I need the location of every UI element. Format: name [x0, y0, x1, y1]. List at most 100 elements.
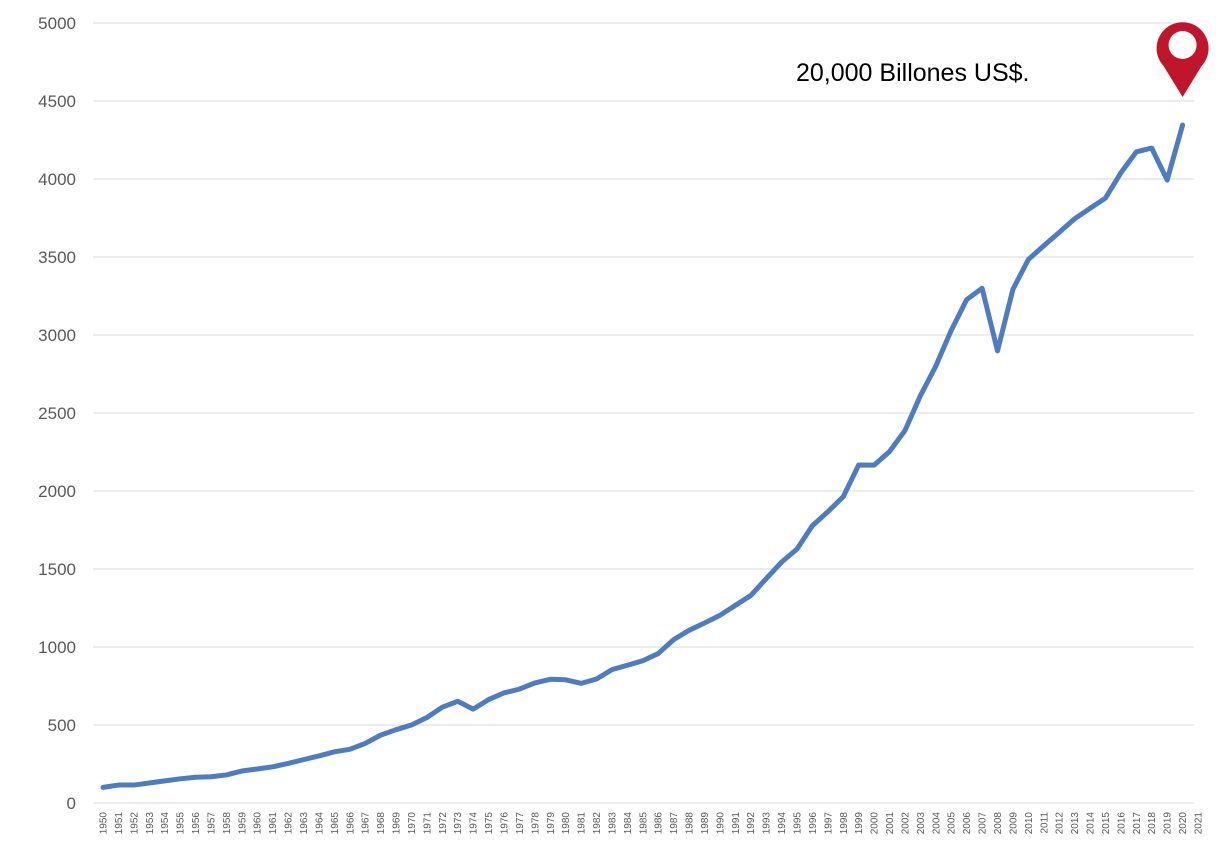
x-tick-label: 1977	[515, 812, 526, 835]
data-point	[702, 621, 706, 625]
x-tick-label: 1963	[299, 812, 310, 835]
map-pin-icon	[1156, 22, 1209, 98]
series-line	[100, 122, 1186, 790]
data-point	[502, 691, 506, 695]
data-point	[209, 775, 213, 779]
x-tick-label: 2009	[1008, 812, 1019, 835]
x-tick-label: 2013	[1070, 812, 1081, 835]
data-point	[841, 495, 845, 499]
x-tick-label: 1971	[422, 812, 433, 835]
y-tick-label: 1500	[38, 560, 76, 579]
x-tick-label: 1965	[330, 812, 341, 835]
data-point	[1042, 244, 1046, 248]
y-tick-label: 0	[67, 794, 76, 813]
y-tick-label: 500	[48, 716, 76, 735]
data-point	[425, 716, 429, 720]
data-point	[1073, 217, 1077, 221]
data-point	[1057, 230, 1061, 234]
x-tick-label: 1989	[700, 812, 711, 835]
y-tick-label: 2000	[38, 482, 76, 501]
data-point	[116, 783, 120, 787]
data-point	[903, 428, 907, 432]
data-point	[101, 785, 105, 789]
data-point	[564, 678, 568, 682]
data-point	[348, 747, 352, 751]
data-point	[918, 394, 922, 398]
data-point	[224, 773, 228, 777]
x-tick-label: 1970	[407, 812, 418, 835]
x-tick-label: 1986	[654, 812, 665, 835]
x-tick-label: 1975	[484, 812, 495, 835]
data-point	[132, 783, 136, 787]
data-point	[795, 547, 799, 551]
x-tick-label: 1957	[206, 812, 217, 835]
x-tick-label: 2002	[900, 812, 911, 835]
data-point	[764, 577, 768, 581]
x-tick-label: 1968	[376, 812, 387, 835]
x-tick-label: 1952	[129, 812, 140, 835]
data-point	[749, 594, 753, 598]
x-tick-label: 1990	[715, 812, 726, 835]
x-tick-label: 1953	[145, 812, 156, 835]
x-tick-label: 2000	[870, 812, 881, 835]
series	[100, 122, 1186, 790]
data-point	[687, 628, 691, 632]
x-tick-label: 1950	[99, 812, 110, 835]
data-point	[1026, 257, 1030, 261]
data-point	[826, 510, 830, 514]
y-tick-label: 3000	[38, 326, 76, 345]
x-tick-label: 1997	[823, 812, 834, 835]
data-point	[394, 728, 398, 732]
x-tick-label: 1978	[530, 812, 541, 835]
x-axis-ticks: 1950 1951 1952 1953 1954 1955 1956 1957 1958 1959…	[99, 812, 1205, 835]
data-point	[471, 707, 475, 711]
x-tick-label: 1958	[222, 812, 233, 835]
data-point	[780, 560, 784, 564]
data-point	[1134, 150, 1138, 154]
y-axis-ticks: 0 500 1000 1500 2000 2500 3000 3500 4000 4500 5000	[38, 14, 76, 813]
annotations: 20,000 Billones US$.	[796, 22, 1209, 98]
data-point	[1103, 196, 1107, 200]
y-tick-label: 3500	[38, 248, 76, 267]
x-tick-label: 1995	[793, 812, 804, 835]
data-point	[857, 463, 861, 467]
x-tick-label: 1994	[777, 812, 788, 835]
x-tick-label: 2016	[1116, 812, 1127, 835]
x-tick-label: 2017	[1132, 812, 1143, 835]
y-tick-label: 1000	[38, 638, 76, 657]
x-tick-label: 1998	[839, 812, 850, 835]
data-point	[440, 705, 444, 709]
data-point	[656, 652, 660, 656]
data-point	[718, 613, 722, 617]
x-tick-label: 1969	[392, 812, 403, 835]
data-point	[487, 698, 491, 702]
x-tick-label: 1979	[546, 812, 557, 835]
data-point	[533, 681, 537, 685]
data-point	[672, 638, 676, 642]
data-point	[965, 298, 969, 302]
map-pin-hole	[1168, 31, 1197, 59]
data-point	[733, 603, 737, 607]
data-point	[579, 681, 583, 685]
data-point	[271, 765, 275, 769]
x-tick-label: 2005	[947, 812, 958, 835]
data-point	[625, 663, 629, 667]
x-tick-label: 1962	[284, 812, 295, 835]
x-tick-label: 1983	[607, 812, 618, 835]
x-tick-label: 1956	[191, 812, 202, 835]
x-tick-label: 1984	[623, 812, 634, 835]
x-tick-label: 1974	[469, 812, 480, 835]
data-point	[1119, 171, 1123, 175]
data-point	[1181, 123, 1185, 127]
x-tick-label: 2014	[1086, 812, 1097, 835]
x-tick-label: 2004	[931, 812, 942, 835]
data-point	[163, 779, 167, 783]
data-point	[178, 777, 182, 781]
data-point	[888, 450, 892, 454]
data-point	[255, 767, 259, 771]
x-tick-label: 1966	[345, 812, 356, 835]
gridlines	[93, 22, 1194, 804]
x-tick-label: 1993	[762, 812, 773, 835]
